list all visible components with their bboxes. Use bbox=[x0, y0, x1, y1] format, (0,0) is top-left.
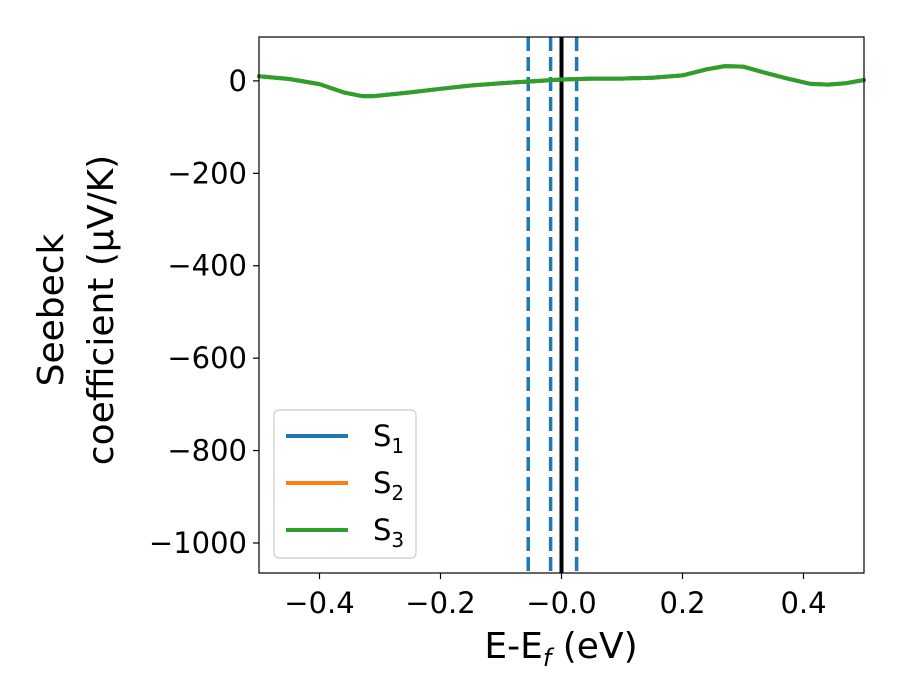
x-tick-label: −0.4 bbox=[284, 586, 354, 620]
y-tick-label: −200 bbox=[167, 156, 247, 190]
legend: S1S2S3 bbox=[274, 410, 416, 558]
y-tick-label: 0 bbox=[229, 64, 247, 98]
x-tick-label: 0.2 bbox=[659, 586, 705, 620]
y-axis-label-line1: Seebeck bbox=[31, 233, 72, 386]
y-tick-label: −1000 bbox=[149, 526, 247, 560]
y-tick-label: −400 bbox=[167, 249, 247, 283]
x-axis-label: E-Ef (eV) bbox=[484, 626, 637, 672]
y-tick-label: −600 bbox=[167, 341, 247, 375]
x-axis-label-base: E-E bbox=[484, 626, 542, 667]
seebeck-chart: −0.4 −0.2 −0.0 0.2 0.4 0 −200 −400 −600 −800 −100… bbox=[0, 0, 900, 700]
x-axis-label-units: (eV) bbox=[551, 626, 637, 667]
x-tick-label: −0.0 bbox=[526, 586, 596, 620]
y-tick-label: −800 bbox=[167, 434, 247, 468]
x-tick-label: 0.4 bbox=[780, 586, 826, 620]
y-axis-label-line2: coefficient (μV/K) bbox=[81, 155, 122, 465]
x-tick-label: −0.2 bbox=[405, 586, 475, 620]
